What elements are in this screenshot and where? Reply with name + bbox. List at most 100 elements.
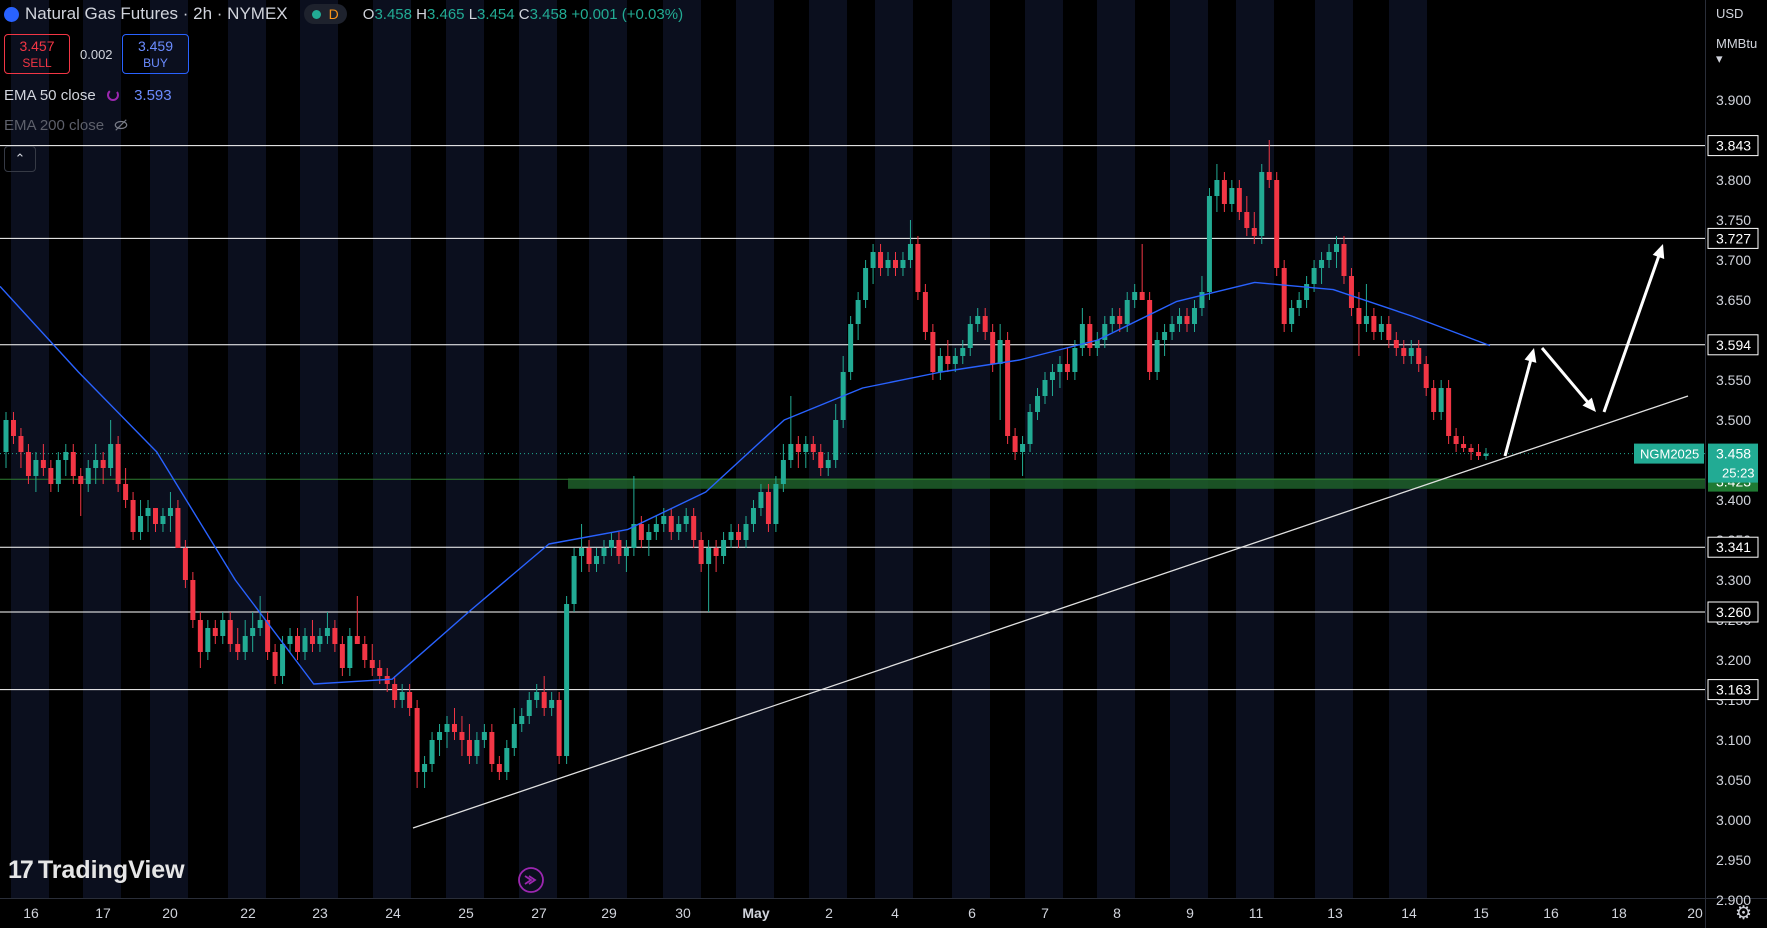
last-price-tag-box [1708, 443, 1758, 483]
session-band [83, 0, 121, 898]
candle [1341, 236, 1347, 284]
session-band [150, 0, 188, 898]
tradingview-logo: 17 TradingView [8, 856, 185, 885]
candle-body [1296, 300, 1302, 308]
candle [70, 444, 76, 484]
candle-body [952, 356, 958, 364]
buy-button[interactable]: 3.459 BUY [122, 34, 189, 74]
candle-body [900, 260, 906, 268]
candle [205, 620, 211, 660]
time-tick: 15 [1473, 905, 1489, 921]
candle [1020, 436, 1026, 476]
tradingview-logo-icon: 17 [8, 856, 34, 884]
ohlc-open: 3.458 [374, 5, 412, 23]
candle [220, 612, 226, 644]
candle [1461, 436, 1467, 452]
candle-body [10, 420, 16, 436]
session-band [519, 0, 557, 898]
currency-selector[interactable]: USD [1716, 6, 1744, 21]
forecast-arrow-shaft [1540, 347, 1590, 404]
candle-body [1378, 324, 1384, 332]
candle [1483, 448, 1489, 460]
candle-body [1386, 324, 1392, 340]
candle [459, 716, 465, 756]
candle [511, 708, 517, 756]
candle [1206, 188, 1212, 300]
candle [504, 740, 510, 780]
time-tick: 16 [1543, 905, 1559, 921]
symbol-title[interactable]: Natural Gas Futures · 2h · NYMEX [25, 4, 288, 23]
candle-body [736, 532, 742, 540]
candle-body [1117, 316, 1123, 324]
candle-body [608, 540, 614, 548]
candle-body [18, 436, 24, 452]
price-tick: 3.000 [1716, 812, 1751, 828]
candle [683, 508, 689, 532]
buy-label: BUY [143, 56, 168, 70]
candle-body [1005, 340, 1011, 436]
candle-body [167, 508, 173, 516]
candle [586, 540, 592, 572]
candle-body [930, 332, 936, 372]
hidden-eye-icon[interactable] [114, 118, 128, 132]
session-shading [11, 0, 1427, 898]
candle-body [1341, 244, 1347, 276]
candle-body [369, 660, 375, 668]
price-tick: 3.050 [1716, 772, 1751, 788]
time-tick: 8 [1113, 905, 1121, 921]
candle [1319, 252, 1325, 284]
symbol-tag: NGM2025 [1634, 443, 1704, 464]
candle [721, 532, 727, 564]
candle [773, 476, 779, 532]
candle [1005, 332, 1011, 444]
candle-body [1042, 380, 1048, 396]
candle [623, 540, 629, 572]
candle-body [1169, 324, 1175, 332]
collapse-legend-button[interactable]: ⌃ [4, 146, 36, 172]
candle [1304, 276, 1310, 308]
candle [706, 540, 712, 612]
indicator-ema50[interactable]: EMA 50 close 3.593 [4, 87, 172, 104]
candle-body [407, 692, 413, 708]
candle [287, 628, 293, 652]
level-tag-box [1707, 227, 1759, 249]
time-tick: May [742, 905, 769, 921]
candle [1416, 340, 1422, 372]
candle [638, 516, 644, 548]
candle [1363, 284, 1369, 332]
candle [63, 444, 69, 476]
candle-body [1199, 292, 1205, 308]
unit-selector[interactable]: MMBtu ▾ [1716, 36, 1758, 66]
candle-body [1147, 300, 1153, 372]
gear-icon[interactable]: ⚙ [1735, 903, 1753, 924]
candle [1109, 308, 1115, 332]
candle-body [70, 452, 76, 476]
candle [519, 708, 525, 732]
indicator-ema200[interactable]: EMA 200 close [4, 117, 134, 134]
candle-body [564, 604, 570, 756]
candle-body [280, 644, 286, 676]
candle [3, 412, 9, 468]
market-status-pill[interactable]: D [303, 4, 347, 24]
sell-button[interactable]: 3.457 SELL [4, 34, 70, 74]
price-tick: 3.100 [1716, 732, 1751, 748]
candle-body [1236, 188, 1242, 212]
candle-body [653, 524, 659, 532]
candle-body [616, 540, 622, 556]
time-tick: 16 [23, 905, 39, 921]
candle [1356, 292, 1362, 356]
session-band [373, 0, 411, 898]
session-band [1389, 0, 1427, 898]
candle-body [556, 700, 562, 756]
candle-body [145, 508, 151, 516]
candle [668, 508, 674, 540]
candle [414, 700, 420, 788]
candle [33, 452, 39, 492]
candle-body [1027, 412, 1033, 444]
candle [108, 420, 114, 476]
candle-body [1177, 316, 1183, 324]
candle [1371, 308, 1377, 340]
candle-body [377, 668, 383, 676]
candle [541, 676, 547, 716]
